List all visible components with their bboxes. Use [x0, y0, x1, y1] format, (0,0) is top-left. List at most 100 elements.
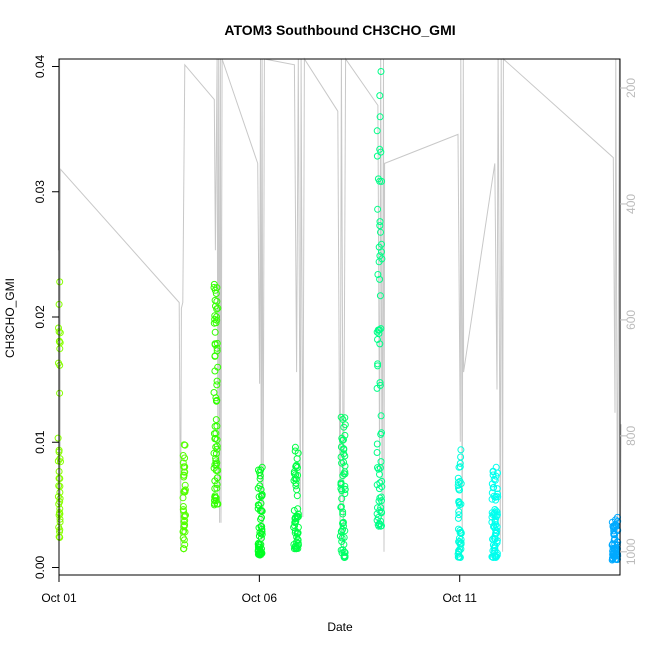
data-point: [181, 441, 189, 449]
data-point: [254, 550, 262, 558]
data-point: [337, 485, 345, 493]
data-point: [56, 515, 64, 523]
data-point: [456, 486, 463, 494]
data-point: [454, 550, 462, 558]
data-point: [180, 471, 188, 479]
data-point: [455, 484, 462, 492]
data-point: [376, 218, 384, 226]
data-point: [57, 458, 64, 466]
data-point: [376, 92, 384, 100]
data-point: [456, 538, 464, 545]
data-points-layer: [54, 68, 622, 564]
data-point: [340, 423, 348, 431]
data-point: [213, 344, 221, 352]
data-point: [341, 552, 349, 560]
data-point: [179, 503, 187, 510]
data-point: [339, 526, 346, 534]
data-point: [375, 485, 383, 493]
data-point: [373, 440, 381, 448]
data-point: [341, 431, 349, 439]
data-point: [254, 540, 262, 548]
data-point: [56, 389, 64, 397]
data-point: [374, 336, 381, 343]
data-point: [377, 493, 385, 501]
data-point: [493, 485, 501, 493]
data-point: [256, 529, 264, 536]
data-point: [455, 547, 463, 555]
x-tick-label: Oct 01: [41, 591, 77, 605]
data-point: [181, 454, 189, 462]
data-point: [609, 541, 616, 549]
data-point: [56, 498, 64, 506]
data-point: [373, 127, 381, 135]
data-point: [455, 508, 463, 515]
data-point: [609, 549, 617, 557]
data-point: [378, 477, 386, 485]
data-point: [455, 511, 463, 519]
data-point: [292, 463, 300, 470]
data-point: [294, 505, 302, 513]
y2-axis: 200 400 600 800 1000: [620, 78, 638, 565]
data-point: [377, 430, 385, 438]
data-point: [456, 459, 464, 467]
y2-tick-label: 400: [624, 194, 638, 214]
data-point: [213, 422, 221, 430]
data-point: [180, 545, 188, 553]
y-tick-label: 0.03: [33, 180, 47, 204]
data-point: [214, 304, 222, 312]
data-point: [291, 447, 299, 455]
data-point: [455, 498, 463, 506]
data-point: [378, 509, 386, 517]
data-point: [375, 326, 383, 334]
data-point: [337, 503, 345, 511]
data-point: [373, 516, 381, 524]
data-point: [214, 363, 222, 371]
data-point: [376, 464, 384, 472]
y2-tick-label: 800: [624, 426, 638, 446]
data-point: [255, 532, 263, 540]
data-point: [256, 482, 264, 490]
data-point: [455, 534, 463, 542]
data-point: [54, 434, 62, 442]
data-point: [340, 522, 347, 530]
data-point: [490, 522, 498, 530]
data-point: [291, 475, 299, 483]
data-point: [181, 522, 188, 530]
data-point: [256, 469, 264, 477]
data-point: [211, 312, 219, 320]
data-point: [376, 275, 384, 283]
data-point: [454, 481, 462, 489]
data-point: [373, 384, 381, 392]
data-point: [213, 297, 221, 305]
data-point: [56, 329, 64, 337]
data-point: [339, 518, 347, 526]
data-point: [339, 510, 347, 518]
data-point: [293, 461, 300, 469]
data-point: [181, 463, 188, 471]
data-point: [376, 470, 383, 478]
data-point: [373, 328, 381, 336]
data-point: [457, 446, 465, 454]
data-point: [340, 446, 348, 454]
data-point: [373, 481, 381, 489]
data-point: [377, 517, 384, 525]
y-tick-label: 0.04: [33, 55, 47, 79]
data-point: [489, 535, 496, 543]
pressure-line: [57, 57, 622, 558]
y2-tick-label: 1000: [624, 538, 638, 565]
data-point: [376, 222, 384, 230]
data-point: [179, 459, 187, 467]
data-point: [457, 539, 465, 547]
data-point: [341, 462, 349, 470]
data-point: [212, 394, 220, 402]
data-point: [213, 313, 220, 321]
data-point: [489, 554, 497, 561]
data-point: [489, 467, 497, 475]
data-point: [456, 463, 464, 471]
data-point: [456, 526, 464, 534]
data-point: [255, 549, 263, 557]
x-axis-label: Date: [327, 620, 353, 634]
pressure-track-layer: [57, 57, 622, 558]
data-point: [212, 429, 220, 437]
